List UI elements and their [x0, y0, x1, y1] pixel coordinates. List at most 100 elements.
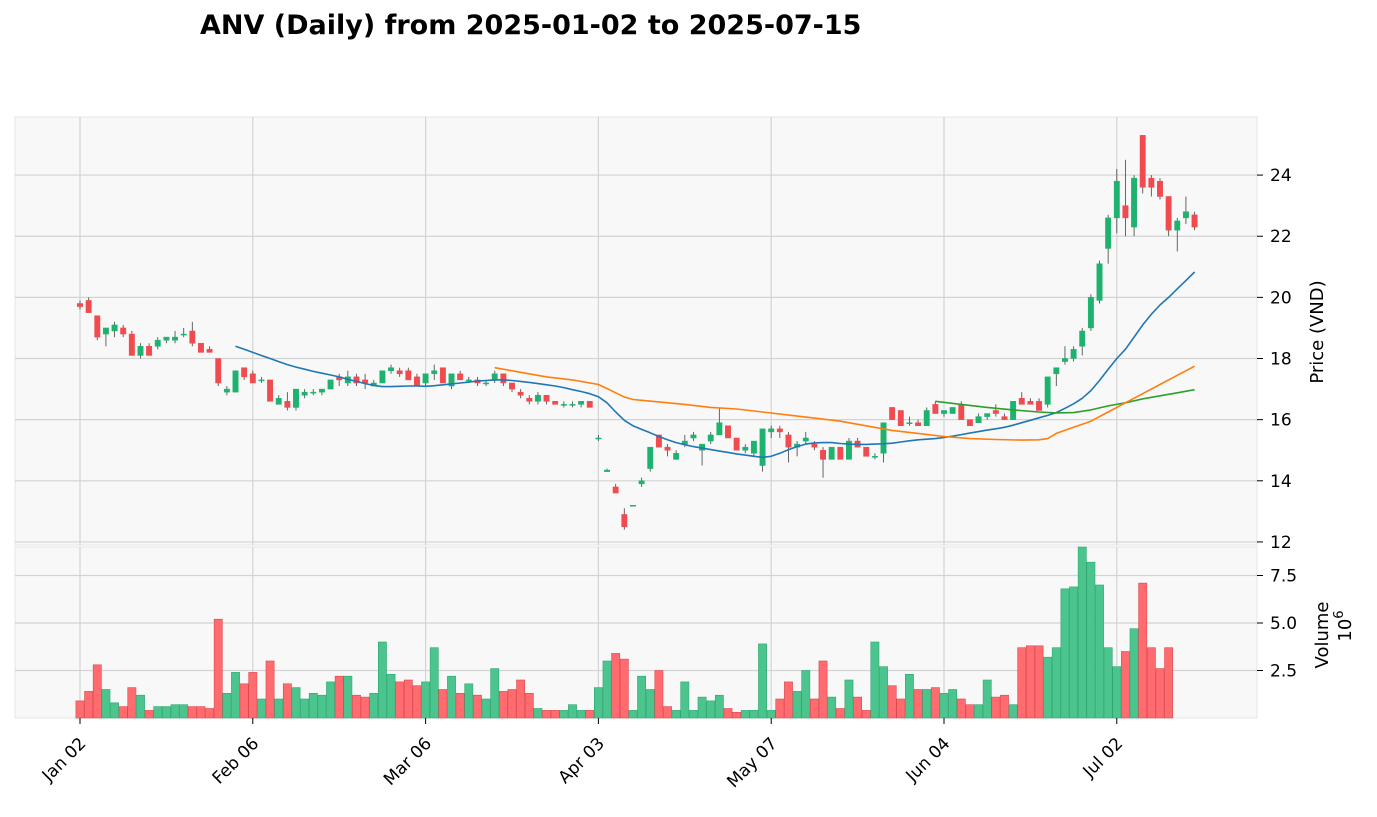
volume-bar	[801, 670, 811, 719]
candle-body	[1079, 330, 1086, 347]
volume-bar	[628, 710, 638, 719]
candle-body	[768, 428, 775, 433]
candle-body	[232, 370, 239, 393]
x-tick-label: Feb 06	[209, 734, 264, 789]
x-axis: Jan 02 Feb 06 Mar 06 Apr 03 May 07 Jun 04 Jul …	[38, 718, 1127, 792]
volume-bar	[1034, 645, 1044, 719]
volume-bar	[110, 702, 119, 719]
volume-bar	[542, 710, 551, 719]
candle-body	[111, 324, 118, 332]
candle-body	[820, 449, 826, 460]
price-tick-label: 12	[1270, 533, 1292, 553]
volume-bar	[619, 658, 629, 719]
volume-bar	[602, 660, 612, 719]
candle-body	[1053, 367, 1060, 375]
volume-bar	[291, 687, 301, 719]
volume-bar	[118, 706, 128, 719]
candle-body	[889, 407, 896, 420]
candle-body	[595, 437, 602, 440]
candle-body	[172, 336, 178, 341]
volume-bar	[559, 710, 569, 719]
candle-body	[915, 422, 922, 427]
volume-bar	[896, 698, 906, 719]
volume-bar	[1103, 647, 1113, 719]
candle-body	[733, 437, 740, 451]
volume-bar	[205, 708, 214, 719]
candle-body	[604, 469, 610, 472]
candle-body	[120, 327, 127, 335]
volume-bar	[1051, 647, 1061, 719]
candle-body	[1157, 180, 1163, 197]
candle-body	[301, 391, 308, 396]
candle-body	[1165, 196, 1172, 231]
candle-body	[526, 398, 533, 402]
volume-bar	[386, 673, 396, 719]
candle-body	[1044, 376, 1051, 405]
x-tick-label: Apr 03	[555, 734, 609, 788]
volume-bar	[827, 696, 837, 719]
volume-bar	[300, 698, 310, 719]
volume-bar	[213, 618, 223, 719]
volume-bar	[248, 672, 258, 719]
candle-body	[612, 486, 619, 494]
volume-bar	[697, 696, 707, 719]
volume-bar	[369, 692, 379, 719]
volume-bar	[671, 710, 681, 719]
volume-tick-label: 2.5	[1270, 662, 1297, 682]
price-panel: 12 14 16 18 20 22 24	[14, 116, 1292, 553]
candle-body	[1139, 135, 1146, 188]
volume-bar	[75, 700, 85, 719]
candle-body	[154, 339, 161, 347]
volume-bar	[740, 710, 750, 719]
candle-body	[275, 398, 282, 405]
volume-bar	[689, 710, 698, 719]
volume-bar	[809, 698, 819, 719]
candle-body	[975, 416, 982, 423]
candle-body	[828, 446, 835, 460]
volume-bar	[127, 687, 137, 719]
price-axis-label: Price (VND)	[1307, 280, 1328, 383]
volume-bar	[585, 710, 595, 719]
volume-bar	[490, 668, 500, 719]
candle-body	[102, 327, 109, 335]
volume-bar	[930, 687, 940, 719]
volume-bar	[723, 708, 733, 719]
candle-body	[552, 401, 559, 405]
volume-bar	[1043, 656, 1053, 719]
candle-body	[992, 410, 999, 414]
volume-bar	[568, 704, 577, 719]
volume-bar	[1164, 647, 1174, 719]
volume-bar	[187, 706, 197, 719]
volume-bar	[576, 710, 586, 719]
x-tick-label: Jan 02	[38, 734, 91, 787]
volume-bar	[792, 691, 802, 719]
candle-body	[1122, 205, 1129, 219]
volume-bar	[1026, 645, 1035, 719]
candle-body	[776, 428, 783, 433]
volume-bar	[92, 664, 102, 719]
volume-bar	[533, 708, 543, 719]
volume-bar	[1112, 666, 1122, 719]
candle-body	[189, 330, 196, 344]
volume-bar	[447, 675, 456, 719]
volume-bar	[991, 696, 1001, 719]
candle-body	[163, 336, 170, 341]
candle-body	[897, 410, 904, 427]
volume-bar	[473, 694, 482, 719]
candle-body	[137, 346, 144, 356]
candle-body	[578, 401, 585, 405]
volume-bar	[343, 675, 353, 719]
volume-bar	[732, 711, 742, 719]
candle-body	[215, 358, 222, 384]
candle-body	[759, 428, 766, 466]
candle-body	[414, 376, 420, 387]
candle-body	[85, 300, 92, 313]
candle-body	[439, 367, 446, 384]
candle-body	[958, 404, 965, 420]
volume-bar	[982, 679, 992, 719]
candle-body	[932, 404, 939, 414]
volume-bar	[1086, 561, 1096, 719]
price-tick-label: 18	[1270, 350, 1292, 370]
volume-bar	[101, 689, 111, 719]
